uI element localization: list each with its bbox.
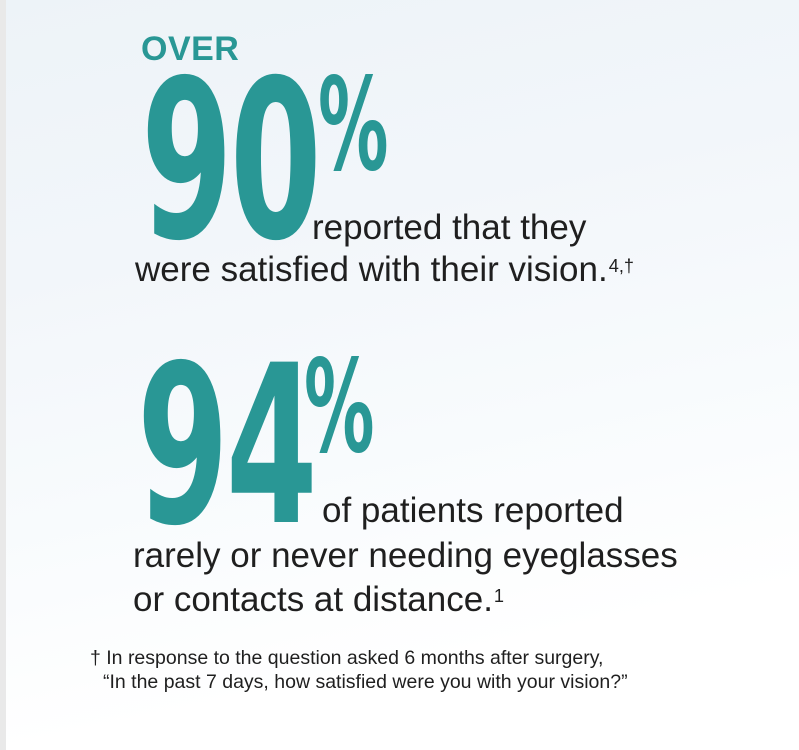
stat-kicker: OVER (141, 30, 240, 68)
footnote-line: “In the past 7 days, how satisfied were … (103, 670, 628, 693)
stat-text-line: of patients reported (322, 491, 624, 530)
stat-text-line: reported that they (312, 208, 587, 247)
reference-marker: 4,† (608, 255, 634, 276)
stat-text: or contacts at distance. (133, 580, 493, 619)
stat-value-90: 90 (141, 33, 322, 289)
stat-text-line: rarely or never needing eyeglasses (133, 536, 678, 575)
stat-text-line: or contacts at distance.1 (133, 579, 504, 621)
footnote: † In response to the question asked 6 mo… (90, 647, 628, 694)
page-left-edge (0, 0, 6, 750)
stat-text: were satisfied with their vision. (135, 250, 608, 289)
footnote-line: † In response to the question asked 6 mo… (90, 647, 604, 669)
stat-text-line: were satisfied with their vision.4,† (135, 249, 634, 291)
reference-marker: 1 (493, 585, 505, 606)
stat-value-94: 94 (137, 318, 318, 574)
percent-sign: % (318, 51, 389, 200)
percent-sign: % (304, 333, 375, 482)
